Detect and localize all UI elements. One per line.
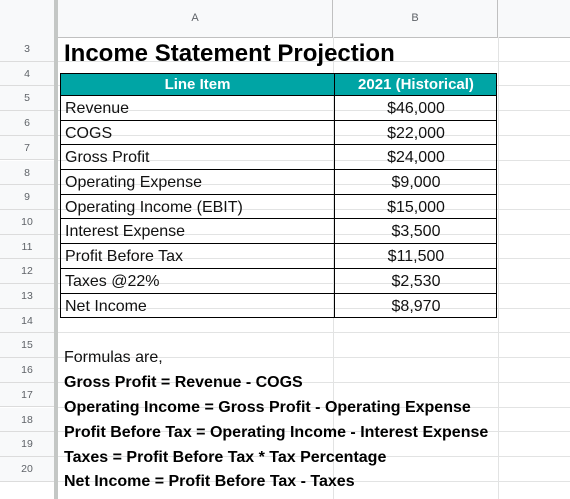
row-header[interactable]: 18 bbox=[0, 407, 54, 433]
cell-value[interactable]: $24,000 bbox=[387, 149, 445, 167]
column-header-bar: A B bbox=[0, 0, 570, 38]
table-row: Revenue $46,000 bbox=[60, 96, 497, 121]
cell-line-item[interactable]: Taxes @22% bbox=[61, 268, 335, 293]
table-row: Gross Profit $24,000 bbox=[60, 145, 497, 171]
cell-line-item[interactable]: Net Income bbox=[61, 293, 335, 318]
row-header[interactable]: 7 bbox=[0, 135, 54, 161]
header-cell-year[interactable]: 2021 (Historical) bbox=[358, 76, 474, 93]
row-header[interactable]: 11 bbox=[0, 234, 54, 260]
row-header[interactable]: 5 bbox=[0, 86, 54, 112]
row-divider bbox=[58, 357, 570, 359]
page-title[interactable]: Income Statement Projection bbox=[64, 40, 395, 67]
row-header[interactable]: 8 bbox=[0, 160, 54, 186]
row-header[interactable]: 16 bbox=[0, 358, 54, 383]
row-divider bbox=[58, 381, 570, 383]
row-divider bbox=[58, 208, 570, 210]
table-row: Interest Expense $3,500 bbox=[60, 219, 497, 245]
table-row: Operating Income (EBIT) $15,000 bbox=[60, 194, 497, 220]
formula-line[interactable]: Taxes = Profit Before Tax * Tax Percenta… bbox=[64, 449, 387, 466]
column-header-a[interactable]: A bbox=[58, 0, 333, 37]
row-header[interactable]: 10 bbox=[0, 209, 54, 235]
formulas-intro[interactable]: Formulas are, bbox=[64, 349, 163, 366]
row-divider bbox=[58, 406, 570, 408]
cell-value[interactable]: $15,000 bbox=[387, 198, 445, 216]
column-header-b[interactable]: B bbox=[333, 0, 498, 37]
cell-value[interactable]: $46,000 bbox=[387, 100, 445, 117]
row-divider bbox=[58, 283, 570, 284]
row-header[interactable]: 3 bbox=[0, 37, 54, 62]
table-row: Taxes @22% $2,530 bbox=[60, 268, 497, 294]
row-header[interactable]: 19 bbox=[0, 432, 54, 457]
cell-value[interactable]: $8,970 bbox=[391, 297, 441, 315]
row-header-divider bbox=[54, 37, 58, 499]
row-divider bbox=[58, 60, 570, 62]
income-statement-table: Line Item 2021 (Historical) Revenue $46,0… bbox=[60, 73, 497, 319]
table-row: COGS $22,000 bbox=[60, 120, 497, 146]
cell-value[interactable]: $3,500 bbox=[391, 223, 441, 241]
table-body: Revenue $46,000 COGS $22,000 Gross Profit $24… bbox=[60, 96, 497, 319]
cell-value[interactable]: $2,530 bbox=[391, 272, 441, 290]
row-header[interactable]: 4 bbox=[0, 61, 54, 87]
cell-line-item[interactable]: Interest Expense bbox=[61, 219, 335, 244]
cell-line-item[interactable]: Gross Profit bbox=[61, 145, 335, 170]
row-divider bbox=[58, 159, 570, 161]
formula-line[interactable]: Net Income = Profit Before Tax - Taxes bbox=[64, 473, 355, 490]
cell-line-item[interactable]: COGS bbox=[61, 120, 335, 145]
column-header-c[interactable] bbox=[498, 0, 570, 37]
row-header[interactable]: 6 bbox=[0, 111, 54, 136]
row-header[interactable]: 13 bbox=[0, 284, 54, 309]
cell-value[interactable]: $11,500 bbox=[387, 248, 445, 266]
row-divider bbox=[58, 233, 570, 235]
cell-line-item[interactable]: Revenue bbox=[61, 96, 335, 120]
header-cell-line-item[interactable]: Line Item bbox=[61, 74, 335, 96]
table-row: Operating Expense $9,000 bbox=[60, 170, 497, 195]
row-divider bbox=[58, 307, 570, 309]
row-header[interactable]: 14 bbox=[0, 308, 54, 334]
row-divider bbox=[58, 184, 570, 186]
cell-line-item[interactable]: Operating Expense bbox=[61, 170, 335, 195]
table-row: Net Income $8,970 bbox=[60, 293, 497, 319]
table-row: Profit Before Tax $11,500 bbox=[60, 244, 497, 269]
formula-line[interactable]: Operating Income = Gross Profit - Operat… bbox=[64, 399, 471, 416]
cell-value[interactable]: $9,000 bbox=[391, 174, 441, 192]
select-all-corner[interactable] bbox=[0, 0, 58, 37]
row-header[interactable]: 20 bbox=[0, 456, 54, 482]
row-divider bbox=[58, 431, 570, 433]
cell-value[interactable]: $22,000 bbox=[387, 124, 445, 142]
row-header[interactable]: 17 bbox=[0, 382, 54, 408]
row-header[interactable]: 12 bbox=[0, 259, 54, 284]
row-header[interactable]: 15 bbox=[0, 333, 54, 359]
row-header[interactable]: 9 bbox=[0, 185, 54, 210]
cell-line-item[interactable]: Operating Income (EBIT) bbox=[61, 194, 335, 219]
column-divider bbox=[498, 37, 499, 499]
row-divider bbox=[58, 455, 570, 457]
row-divider bbox=[58, 480, 570, 482]
formula-line[interactable]: Profit Before Tax = Operating Income - I… bbox=[64, 424, 489, 441]
formula-line[interactable]: Gross Profit = Revenue - COGS bbox=[64, 374, 303, 391]
row-divider bbox=[58, 332, 570, 334]
row-divider bbox=[58, 258, 570, 260]
table-header-row: Line Item 2021 (Historical) bbox=[60, 73, 497, 96]
row-divider bbox=[58, 134, 570, 136]
cell-line-item[interactable]: Profit Before Tax bbox=[61, 244, 335, 269]
row-divider bbox=[58, 110, 570, 112]
